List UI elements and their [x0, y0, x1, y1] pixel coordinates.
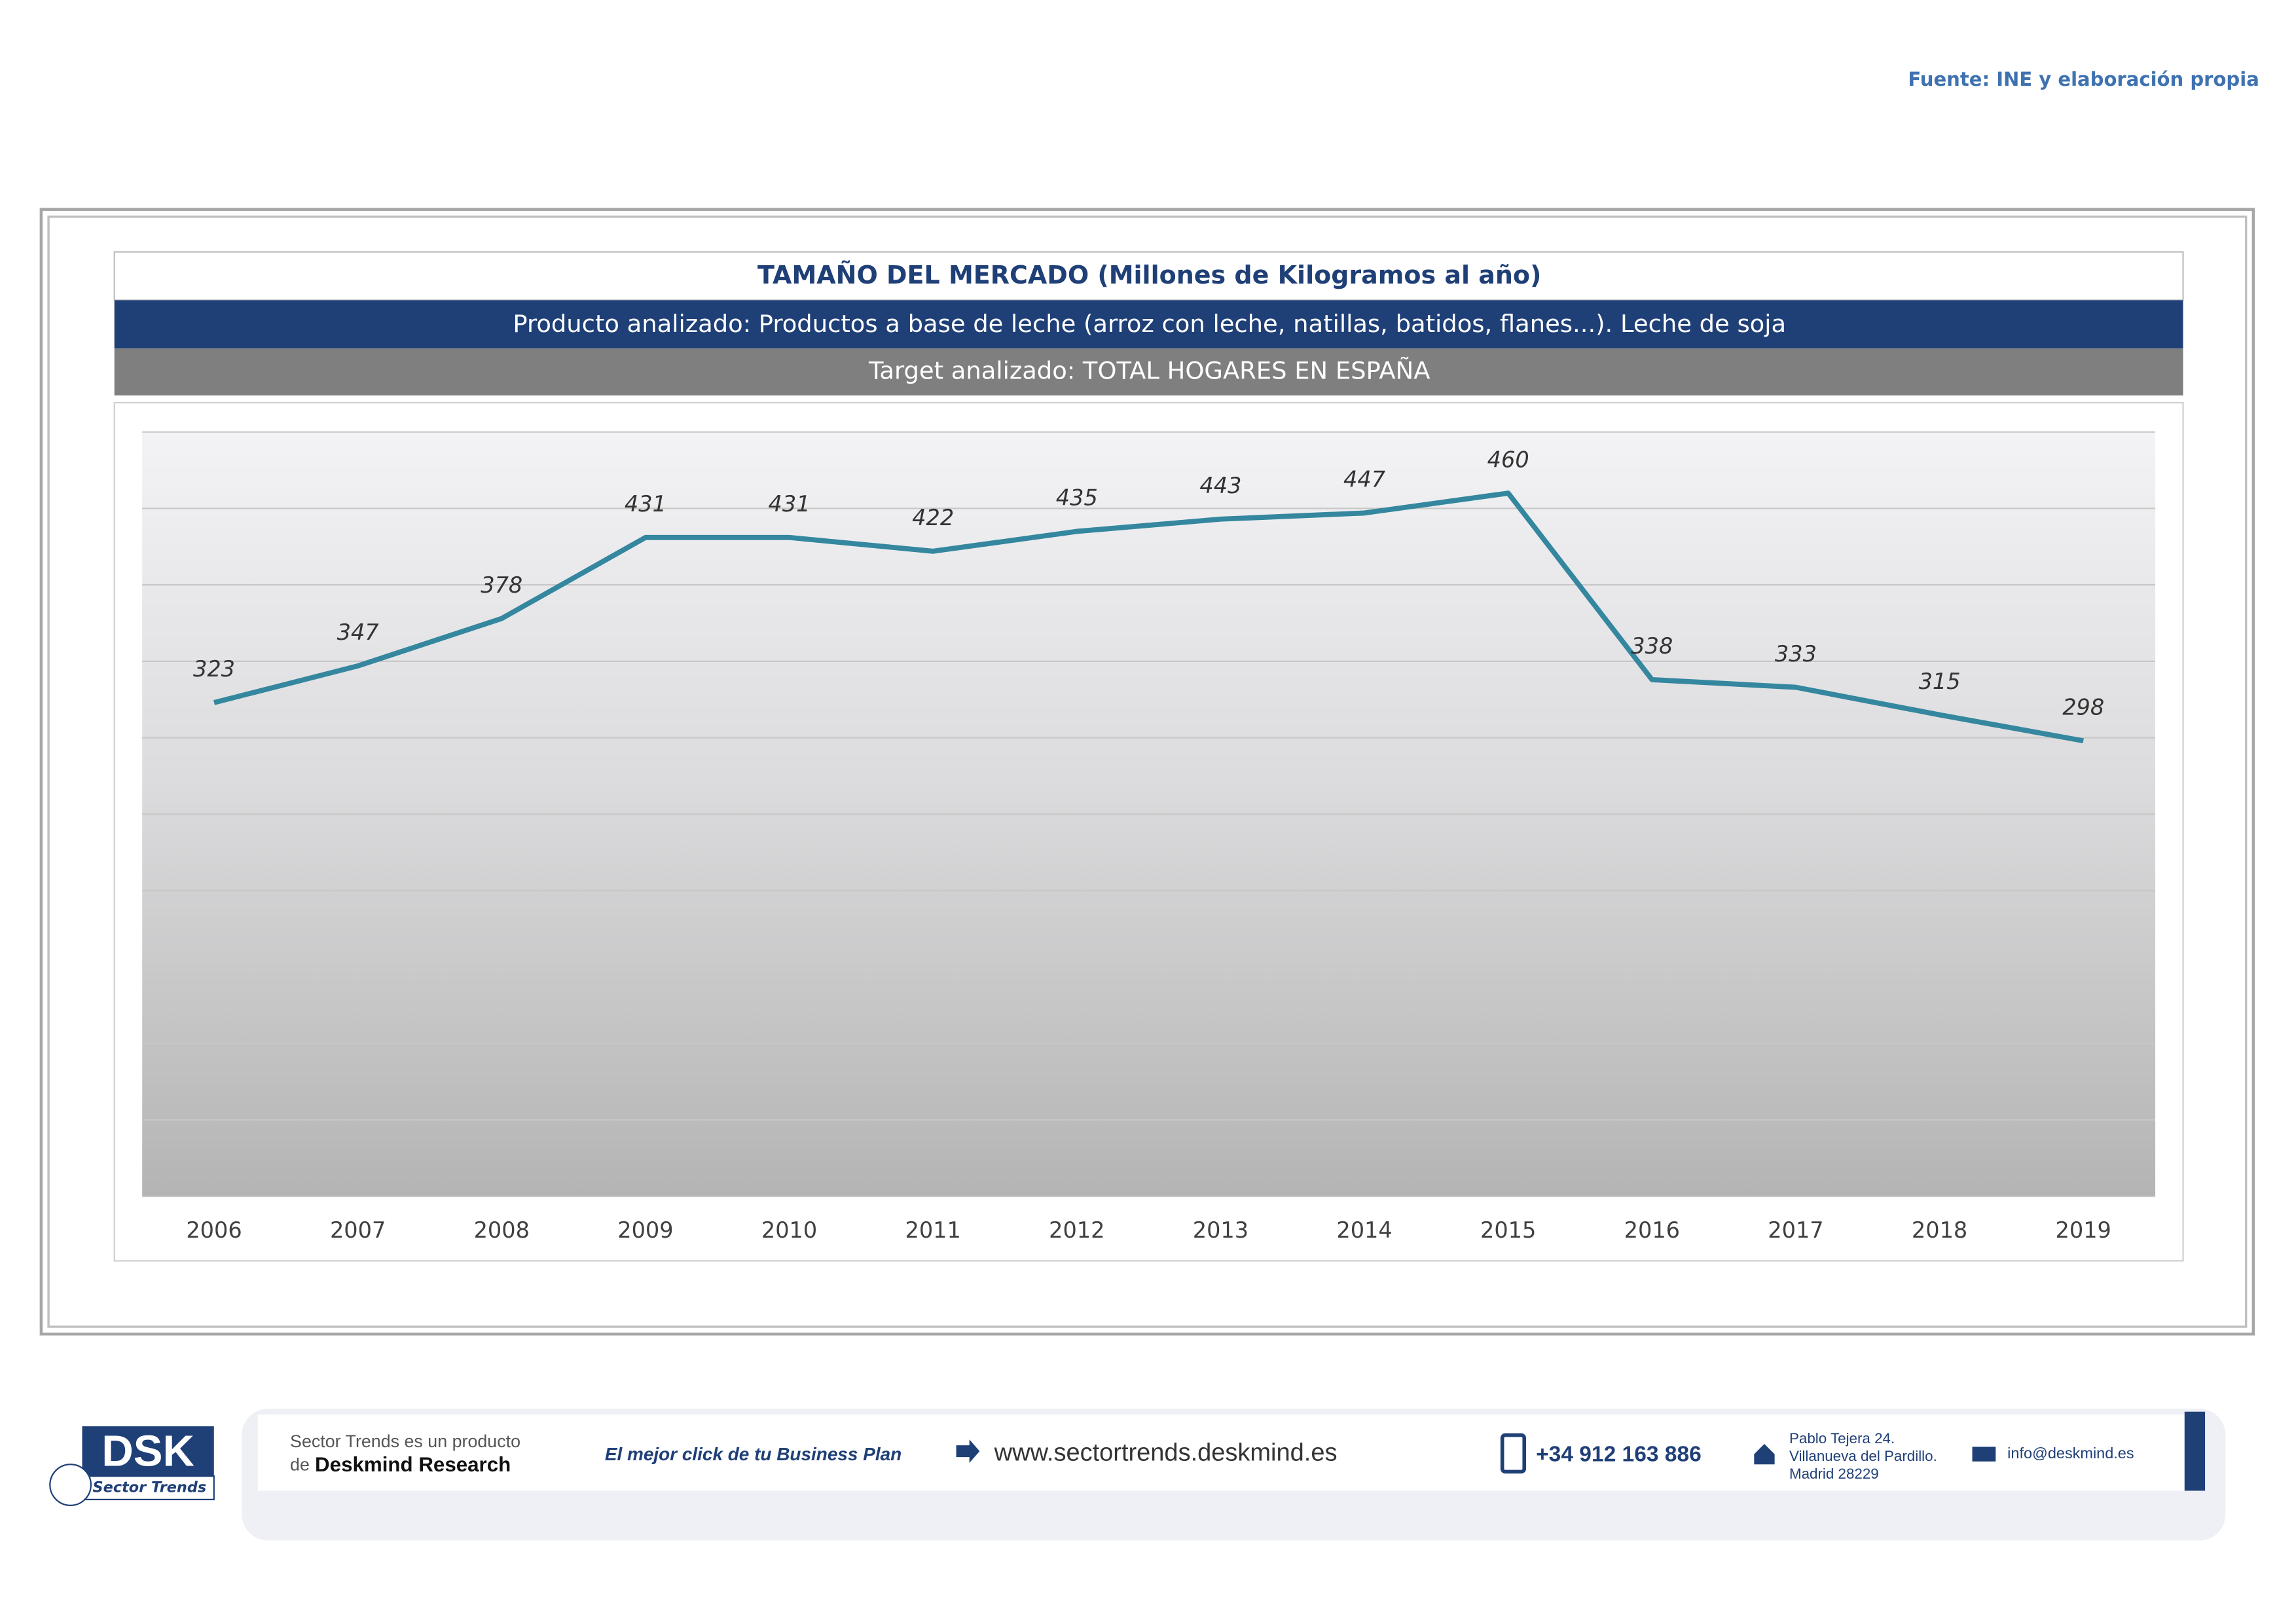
data-label: 431 [769, 491, 811, 517]
logo-sub: Sector Trends [93, 1479, 207, 1496]
address: Pablo Tejera 24. [1789, 1430, 1895, 1447]
title-row [113, 251, 2184, 301]
data-label: 447 [1343, 467, 1386, 492]
data-label: 378 [481, 572, 522, 598]
mail-icon [1972, 1447, 1996, 1462]
chart-title: TAMAÑO DEL MERCADO (Millones de Kilogram… [757, 261, 1541, 289]
x-tick-label: 2019 [2056, 1217, 2111, 1243]
footer-brand: Deskmind Research [315, 1453, 511, 1476]
logo-icon [49, 1464, 92, 1506]
data-label: 431 [625, 491, 666, 517]
x-tick-label: 2012 [1049, 1217, 1104, 1243]
data-label: 460 [1487, 447, 1529, 472]
logo-box [82, 1426, 214, 1477]
data-label: 443 [1199, 473, 1241, 498]
target: Target analizado: TOTAL HOGARES EN ESPAÑ… [868, 356, 1430, 385]
address: Madrid 28229 [1789, 1466, 1879, 1482]
footer-prefix: de [290, 1455, 310, 1475]
logo-sub-box [81, 1475, 215, 1501]
plot: 2006 2007 2008 2009 2010 2011 2012 2013 2014 2015… [142, 431, 2156, 1243]
subtitle-row [114, 300, 2183, 349]
x-tick-label: 2006 [186, 1217, 242, 1243]
x-tick-label: 2013 [1193, 1217, 1248, 1243]
x-tick-label: 2010 [761, 1217, 817, 1243]
data-label: 323 [193, 656, 235, 682]
phone: +34 912 163 886 [1536, 1443, 1702, 1467]
slogan: El mejor click de tu Business Plan [605, 1444, 902, 1464]
data-label: 315 [1919, 669, 1961, 694]
x-tick-label: 2017 [1768, 1217, 1823, 1243]
x-tick-label: 2007 [330, 1217, 386, 1243]
data-label: 422 [912, 505, 954, 530]
x-tick-label: 2009 [617, 1217, 673, 1243]
footer-accent [2184, 1411, 2206, 1491]
source: Fuente: INE y elaboración propia [1908, 68, 2259, 90]
frame-inner [47, 215, 2248, 1328]
data-label: 333 [1775, 641, 1817, 667]
web-icon [956, 1439, 980, 1464]
data-label: 338 [1631, 633, 1673, 659]
data-label: 298 [2062, 695, 2104, 720]
data-line [213, 490, 2084, 744]
email: info@deskmind.es [2007, 1445, 2134, 1462]
footer-line1: Sector Trends es un producto [290, 1431, 520, 1451]
x-tick-label: 2016 [1624, 1217, 1680, 1243]
address: Villanueva del Pardillo. [1789, 1448, 1937, 1464]
x-tick-label: 2011 [905, 1217, 960, 1243]
footer: DSK Sector Trends Sector Trends es un pr… [49, 1409, 2226, 1541]
logo: DSK [101, 1426, 194, 1475]
x-tick-label: 2018 [1912, 1217, 1967, 1243]
target-row [114, 348, 2183, 396]
x-tick-label: 2014 [1336, 1217, 1392, 1243]
frame [39, 208, 2255, 1336]
subtitle: Producto analizado: Productos a base de … [513, 310, 1786, 338]
web: www.sectortrends.deskmind.es [994, 1439, 1338, 1467]
phone-icon [1500, 1433, 1527, 1474]
footer-band [257, 1414, 2206, 1491]
x-tick-label: 2008 [474, 1217, 530, 1243]
x-tick-label: 2015 [1480, 1217, 1536, 1243]
data-label: 435 [1056, 485, 1098, 511]
home-icon [1754, 1443, 1775, 1465]
data-label: 347 [337, 619, 380, 645]
